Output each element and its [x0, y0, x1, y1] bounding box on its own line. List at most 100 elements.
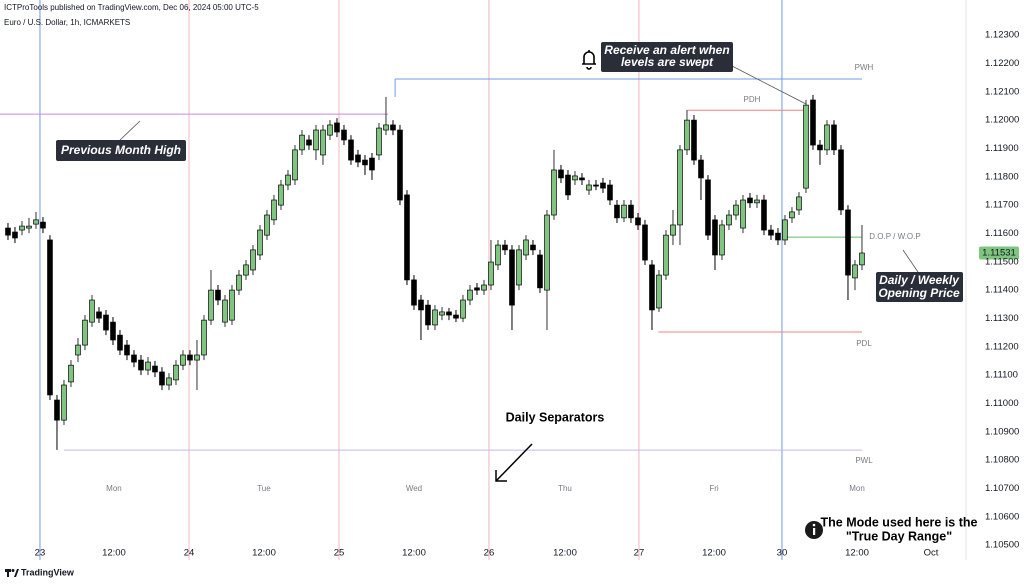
callout-line: [731, 65, 807, 105]
candle-body: [327, 124, 333, 136]
y-tick-label: 1.11200: [985, 341, 1019, 352]
candle-body: [733, 204, 739, 216]
candle-body: [5, 227, 11, 236]
candle-body: [166, 377, 172, 386]
candle-body: [82, 319, 88, 346]
candle-body: [348, 139, 354, 161]
candle-body: [509, 249, 515, 306]
candle-body: [572, 175, 578, 181]
candle-body: [467, 289, 473, 301]
annotation: Opening Price: [878, 286, 960, 300]
candle-body: [12, 231, 18, 239]
candle-body: [782, 219, 788, 241]
day-label: Thu: [558, 484, 572, 493]
y-tick-label: 1.10500: [985, 540, 1019, 551]
level-label: PDH: [744, 95, 761, 104]
x-tick-label: Oct: [924, 548, 939, 559]
candle-body: [432, 309, 438, 326]
candle-body: [40, 221, 46, 229]
candle-body: [635, 217, 641, 226]
annotation: The Mode used here is the: [821, 515, 978, 529]
candle-body: [278, 184, 284, 206]
candle-body: [663, 234, 669, 276]
candle-body: [208, 289, 214, 321]
candle-body: [691, 119, 697, 161]
candle-body: [537, 254, 543, 289]
candle-body: [236, 274, 242, 291]
bell-icon: [582, 50, 596, 70]
candle-body: [705, 179, 711, 236]
candle-body: [187, 354, 193, 361]
candle-body: [152, 365, 158, 373]
annotation-box: [56, 140, 186, 161]
candle-body: [103, 314, 109, 331]
y-tick-label: 1.11100: [985, 370, 1018, 381]
candle-body: [68, 364, 74, 383]
x-tick-label: 26: [484, 548, 495, 559]
candle-body: [530, 244, 536, 251]
annotation: Daily Separators: [506, 410, 605, 424]
day-label: Fri: [709, 484, 719, 493]
candle-body: [852, 264, 858, 279]
price-tag: 1.11531: [979, 246, 1019, 260]
candle-body: [614, 204, 620, 219]
candle-body: [740, 199, 746, 229]
candle-body: [313, 129, 319, 151]
y-tick-label: 1.11600: [985, 228, 1019, 239]
y-tick-label: 1.10800: [985, 455, 1019, 466]
candle-body: [446, 311, 452, 316]
candle-body: [649, 264, 655, 311]
candle-body: [593, 184, 599, 187]
candle-body: [677, 149, 683, 226]
candle-body: [607, 184, 613, 201]
y-tick-label: 1.11700: [985, 200, 1019, 211]
candle-body: [586, 184, 592, 191]
candle-body: [642, 224, 648, 261]
candle-body: [117, 334, 123, 351]
level-label: D.O.P / W.O.P: [869, 232, 920, 241]
annotation: Receive an alert when: [604, 43, 729, 57]
day-label: Mon: [849, 484, 865, 493]
candle-body: [61, 384, 67, 421]
candle-body: [698, 159, 704, 179]
candle-body: [474, 287, 480, 291]
callout-line: [902, 249, 919, 273]
candle-body: [579, 177, 585, 181]
candle-body: [215, 289, 221, 301]
candle-body: [621, 204, 627, 219]
candle-body: [138, 359, 144, 371]
candle-body: [670, 224, 676, 236]
y-tick-label: 1.11800: [985, 171, 1019, 182]
candle-body: [523, 239, 529, 256]
candle-body: [859, 252, 865, 266]
annotation-box: [876, 272, 963, 302]
candle-body: [803, 104, 809, 189]
x-tick-label: 12:00: [702, 548, 726, 559]
candle-body: [180, 354, 186, 366]
candle-body: [488, 261, 494, 286]
candle-body: [369, 157, 375, 171]
candle-body: [768, 229, 774, 236]
candle-body: [810, 99, 816, 146]
candle-body: [719, 224, 725, 256]
candle-body: [131, 354, 137, 363]
annotation: Previous Month High: [61, 143, 181, 157]
day-label: Mon: [106, 484, 122, 493]
x-tick-label: 12:00: [402, 548, 426, 559]
brand: TradingView: [21, 567, 75, 577]
candle-body: [516, 249, 522, 286]
candle-body: [397, 129, 403, 201]
x-tick-label: 23: [35, 548, 46, 559]
candle-body: [173, 364, 179, 381]
candle-body: [159, 371, 165, 386]
candle-body: [789, 211, 795, 219]
candle-body: [453, 314, 459, 319]
candle-body: [229, 289, 235, 321]
candle-body: [285, 174, 291, 186]
candle-body: [110, 321, 116, 341]
info-icon-mark: [813, 528, 816, 535]
candle-body: [264, 214, 270, 236]
candle-body: [418, 299, 424, 311]
y-tick-label: 1.11000: [985, 398, 1019, 409]
candle-body: [411, 279, 417, 306]
